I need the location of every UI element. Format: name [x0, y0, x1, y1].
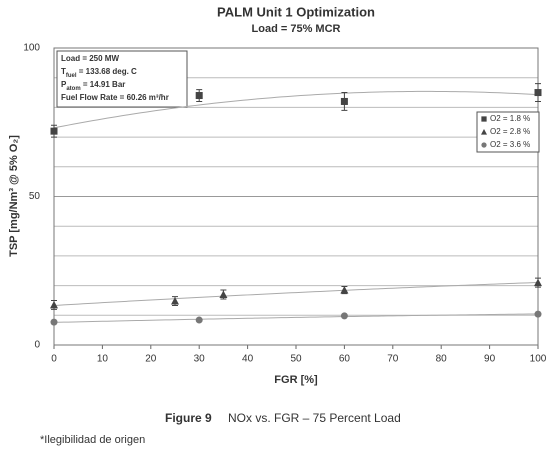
y-tick-label: 50	[29, 191, 41, 202]
x-tick-label: 40	[242, 354, 254, 365]
legend-label: O2 = 1.8 %	[490, 114, 530, 123]
annotation-base: T	[61, 67, 66, 76]
annotation: Load = 250 MW	[61, 54, 119, 63]
annotation: Patom = 14.91 Bar	[61, 80, 125, 91]
point	[340, 312, 348, 320]
annotation: Fuel Flow Rate = 60.26 m³/hr	[61, 93, 169, 102]
point	[340, 286, 349, 294]
chart-title: PALM Unit 1 Optimization	[217, 4, 375, 19]
legend-marker	[481, 116, 487, 122]
annotation-sub: atom	[66, 86, 80, 92]
trend-line	[53, 281, 539, 306]
annotation-base: Fuel Flow Rate = 60.26 m³/hr	[61, 93, 169, 102]
chart-subtitle: Load = 75% MCR	[252, 23, 341, 35]
x-tick-label: 20	[145, 354, 157, 365]
caption-label: Figure 9	[165, 411, 212, 425]
annotation-base: Load = 250 MW	[61, 54, 119, 63]
trend-line	[53, 90, 539, 129]
legend-marker	[481, 142, 487, 148]
x-axis-label: FGR [%]	[274, 374, 318, 386]
x-tick-label: 50	[290, 354, 302, 365]
footnote: *Ilegibilidad de origen	[40, 434, 145, 446]
x-tick-label: 90	[484, 354, 496, 365]
annotation-sub: fuel	[66, 73, 77, 79]
point	[219, 290, 228, 299]
point	[340, 97, 348, 105]
y-tick-label: 100	[23, 43, 40, 54]
x-tick-label: 30	[194, 354, 206, 365]
point	[195, 316, 203, 324]
x-tick-label: 10	[97, 354, 109, 365]
point	[50, 318, 58, 326]
y-axis-label: TSP [mg/Nm³ @ 5% O₂]	[8, 135, 20, 257]
trend-line	[53, 313, 539, 323]
point	[534, 310, 542, 318]
plot-frame	[53, 47, 539, 346]
x-tick-label: 70	[387, 354, 399, 365]
annotation-rest: = 133.68 deg. C	[77, 67, 137, 76]
point	[50, 300, 58, 309]
annotation-rest: = 14.91 Bar	[81, 80, 126, 89]
annotation-box	[56, 50, 188, 108]
legend-marker	[481, 129, 487, 135]
point	[171, 297, 179, 305]
x-tick-label: 0	[51, 354, 57, 365]
x-tick-label: 100	[530, 354, 547, 365]
y-tick-label: 0	[34, 340, 40, 351]
legend-label: O2 = 2.8 %	[490, 127, 530, 136]
x-tick-label: 80	[436, 354, 448, 365]
caption-text: NOx vs. FGR – 75 Percent Load	[228, 411, 401, 425]
annotation-base: P	[61, 80, 67, 89]
point	[50, 127, 58, 135]
annotation: Tfuel = 133.68 deg. C	[61, 67, 137, 78]
point	[534, 278, 542, 287]
point	[195, 92, 203, 100]
point	[534, 89, 542, 97]
x-tick-label: 60	[339, 354, 351, 365]
legend-box	[476, 111, 540, 153]
legend-label: O2 = 3.6 %	[490, 140, 530, 149]
